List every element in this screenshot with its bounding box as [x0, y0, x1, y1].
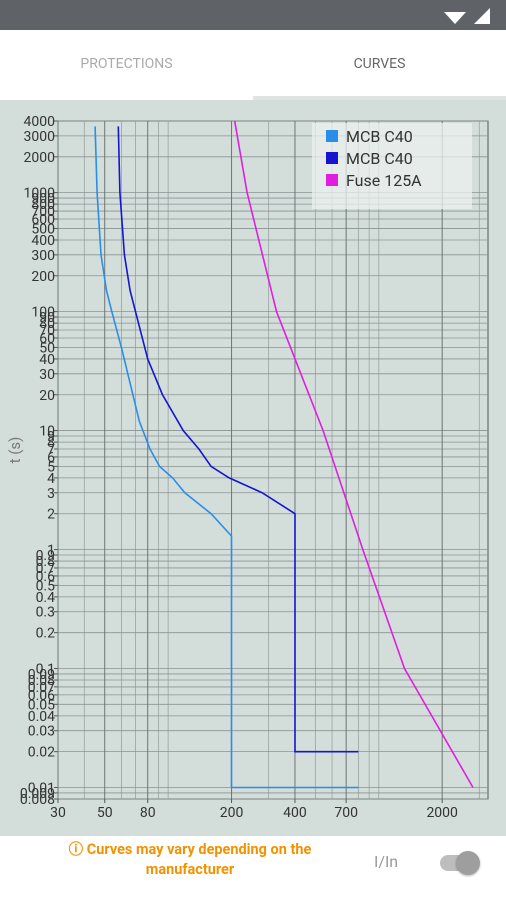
y-tick-label: 70	[39, 323, 55, 339]
series-line	[233, 120, 474, 788]
legend-label: Fuse 125A	[346, 171, 422, 190]
x-tick-label: 30	[50, 805, 66, 821]
series-line	[117, 126, 359, 753]
y-tick-label: 0.6	[36, 569, 56, 585]
legend-swatch	[326, 130, 338, 142]
y-tick-label: 9	[47, 429, 55, 445]
y-tick-label: 0.1	[36, 662, 55, 678]
y-tick-label: 20	[39, 388, 55, 404]
y-tick-label: 0.5	[36, 578, 56, 594]
chart: t (s) 4000300020001000900800700600500400…	[0, 100, 506, 836]
toggle-label: I/In	[374, 852, 399, 871]
chart-background	[0, 100, 506, 836]
legend: MCB C40 MCB C40 Fuse 125A	[312, 123, 472, 209]
y-tick-label: 800	[31, 197, 55, 213]
y-tick-label: 0.02	[28, 745, 55, 761]
y-axis-label: t (s)	[6, 437, 24, 464]
status-bar	[0, 0, 506, 30]
wifi-icon	[444, 12, 466, 24]
x-tick-label: 80	[140, 805, 156, 821]
y-tick-label: 60	[39, 331, 55, 347]
y-tick-label: 4000	[24, 114, 56, 130]
y-tick-label: 50	[39, 340, 55, 356]
y-tick-label: 5	[47, 459, 55, 475]
x-tick-label: 2000	[426, 805, 458, 821]
y-tick-label: 0.04	[28, 709, 55, 725]
tab[interactable]: PROTECTIONS	[80, 56, 173, 72]
y-tick-label: 90	[39, 310, 55, 326]
y-tick-label: 500	[31, 221, 55, 237]
footer: ⓘ Curves may vary depending on the manuf…	[0, 836, 506, 900]
signal-icon	[474, 8, 490, 24]
y-tick-label: 600	[31, 212, 55, 228]
y-tick-label: 0.07	[28, 680, 55, 696]
x-tick-label: 50	[97, 805, 113, 821]
y-tick-label: 0.009	[20, 786, 55, 802]
y-tick-label: 300	[31, 248, 55, 264]
tab-bar: PROTECTIONS CURVES	[0, 30, 506, 100]
y-tick-label: 1000	[24, 186, 56, 202]
series-line	[94, 126, 359, 789]
y-tick-label: 0.01	[28, 780, 55, 796]
legend-swatch	[326, 174, 338, 186]
y-tick-label: 0.008	[20, 792, 55, 808]
y-tick-label: 0.05	[28, 697, 55, 713]
y-tick-label: 100	[31, 305, 55, 321]
y-tick-label: 0.7	[36, 561, 56, 577]
y-tick-label: 0.03	[28, 724, 55, 740]
y-tick-label: 0.06	[28, 688, 55, 704]
y-tick-label: 80	[39, 316, 55, 332]
y-tick-label: 200	[31, 269, 55, 285]
y-tick-label: 6	[47, 450, 55, 466]
y-tick-label: 0.9	[36, 548, 55, 564]
y-tick-label: 1	[47, 543, 55, 559]
y-tick-label: 0.3	[36, 605, 55, 621]
y-tick-label: 30	[39, 367, 55, 383]
y-tick-label: 8	[47, 435, 55, 451]
y-tick-label: 3	[47, 486, 55, 502]
y-tick-label: 0.2	[36, 626, 56, 642]
y-tick-label: 3000	[24, 129, 56, 145]
y-tick-label: 40	[39, 352, 55, 368]
legend-label: MCB C40	[346, 127, 413, 146]
y-tick-label: 700	[31, 204, 55, 220]
y-tick-label: 0.08	[28, 673, 55, 689]
tab-active[interactable]: CURVES	[353, 56, 406, 72]
legend-swatch	[326, 152, 338, 164]
legend-box	[312, 123, 472, 209]
y-tick-label: 0.8	[36, 554, 56, 570]
y-tick-label: 2	[47, 507, 55, 523]
y-tick-label: 0.4	[36, 590, 56, 606]
y-tick-label: 400	[31, 233, 55, 249]
x-tick-label: 200	[220, 805, 244, 821]
tab-indicator	[253, 96, 506, 100]
y-tick-label: 2000	[24, 150, 56, 166]
legend-label: MCB C40	[346, 149, 413, 168]
x-tick-label: 400	[283, 805, 307, 821]
status-icons	[444, 8, 490, 24]
y-tick-label: 4	[47, 471, 55, 487]
y-tick-label: 0.09	[28, 667, 55, 683]
x-tick-label: 700	[334, 805, 358, 821]
notice: ⓘ Curves may vary depending on the manuf…	[68, 841, 312, 878]
y-tick-label: 7	[47, 442, 55, 458]
y-tick-label: 900	[31, 191, 55, 207]
toggle-knob[interactable]	[456, 851, 480, 875]
y-tick-label: 10	[39, 424, 55, 440]
